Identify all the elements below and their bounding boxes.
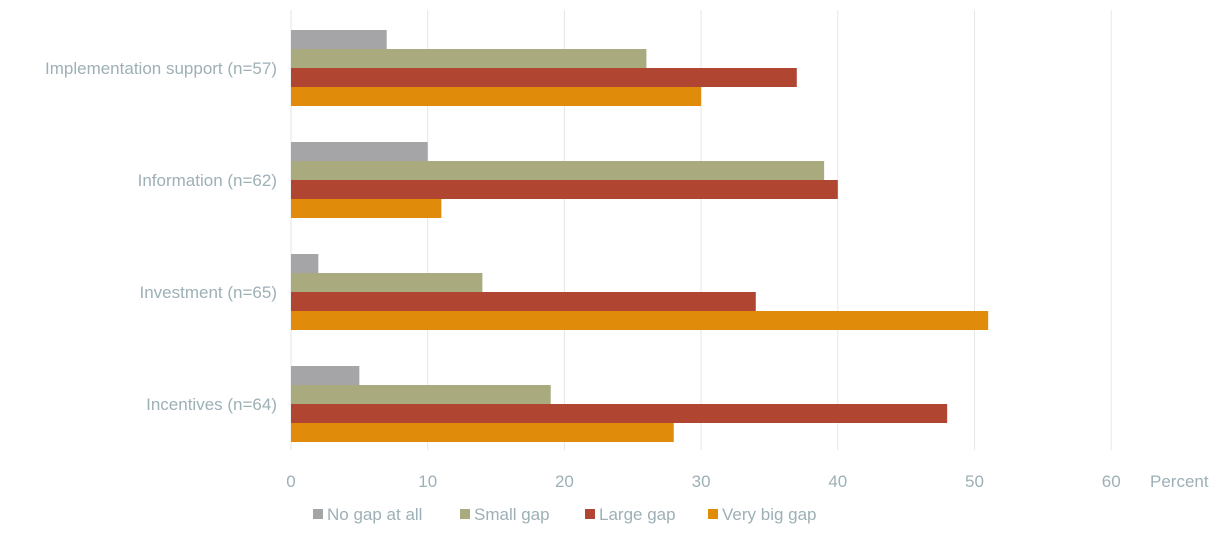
legend-swatch bbox=[585, 509, 595, 519]
legend-label: Very big gap bbox=[722, 505, 817, 524]
category-label: Implementation support (n=57) bbox=[45, 59, 277, 78]
category-label: Incentives (n=64) bbox=[146, 395, 277, 414]
bar-very-big-gap bbox=[291, 423, 674, 442]
legend-label: No gap at all bbox=[327, 505, 422, 524]
bar-very-big-gap bbox=[291, 199, 442, 218]
x-tick-label: 10 bbox=[418, 472, 437, 491]
category-label: Investment (n=65) bbox=[140, 283, 278, 302]
bar-very-big-gap bbox=[291, 87, 702, 106]
x-tick-label: 30 bbox=[692, 472, 711, 491]
legend-item: Small gap bbox=[460, 505, 550, 524]
bar-large-gap bbox=[291, 68, 797, 87]
category-label: Information (n=62) bbox=[138, 171, 277, 190]
bar-large-gap bbox=[291, 180, 838, 199]
bar-large-gap bbox=[291, 292, 756, 311]
bar-no-gap-at-all bbox=[291, 366, 360, 385]
legend-swatch bbox=[313, 509, 323, 519]
bar-group bbox=[291, 254, 989, 330]
legend-swatch bbox=[708, 509, 718, 519]
bar-no-gap-at-all bbox=[291, 30, 387, 49]
x-tick-label: 40 bbox=[828, 472, 847, 491]
legend-item: No gap at all bbox=[313, 505, 422, 524]
legend-item: Large gap bbox=[585, 505, 676, 524]
legend-item: Very big gap bbox=[708, 505, 817, 524]
bar-small-gap bbox=[291, 161, 825, 180]
legend-swatch bbox=[460, 509, 470, 519]
bar-group bbox=[291, 142, 838, 218]
bar-very-big-gap bbox=[291, 311, 989, 330]
bars bbox=[291, 30, 989, 442]
category-labels: Implementation support (n=57) Information… bbox=[45, 59, 277, 414]
x-axis-title: Percent bbox=[1150, 472, 1209, 491]
legend-label: Large gap bbox=[599, 505, 676, 524]
bar-no-gap-at-all bbox=[291, 142, 428, 161]
bar-large-gap bbox=[291, 404, 948, 423]
bar-no-gap-at-all bbox=[291, 254, 319, 273]
x-tick-label: 60 bbox=[1102, 472, 1121, 491]
legend-label: Small gap bbox=[474, 505, 550, 524]
bar-small-gap bbox=[291, 49, 647, 68]
bar-group bbox=[291, 366, 948, 442]
x-tick-label: 20 bbox=[555, 472, 574, 491]
legend: No gap at all Small gap Large gap Very big … bbox=[313, 505, 817, 524]
x-tick-labels: 0 10 20 30 40 50 60 bbox=[286, 472, 1120, 491]
x-tick-label: 50 bbox=[965, 472, 984, 491]
bar-small-gap bbox=[291, 385, 551, 404]
bar-small-gap bbox=[291, 273, 483, 292]
x-tick-label: 0 bbox=[286, 472, 295, 491]
bar-group bbox=[291, 30, 797, 106]
